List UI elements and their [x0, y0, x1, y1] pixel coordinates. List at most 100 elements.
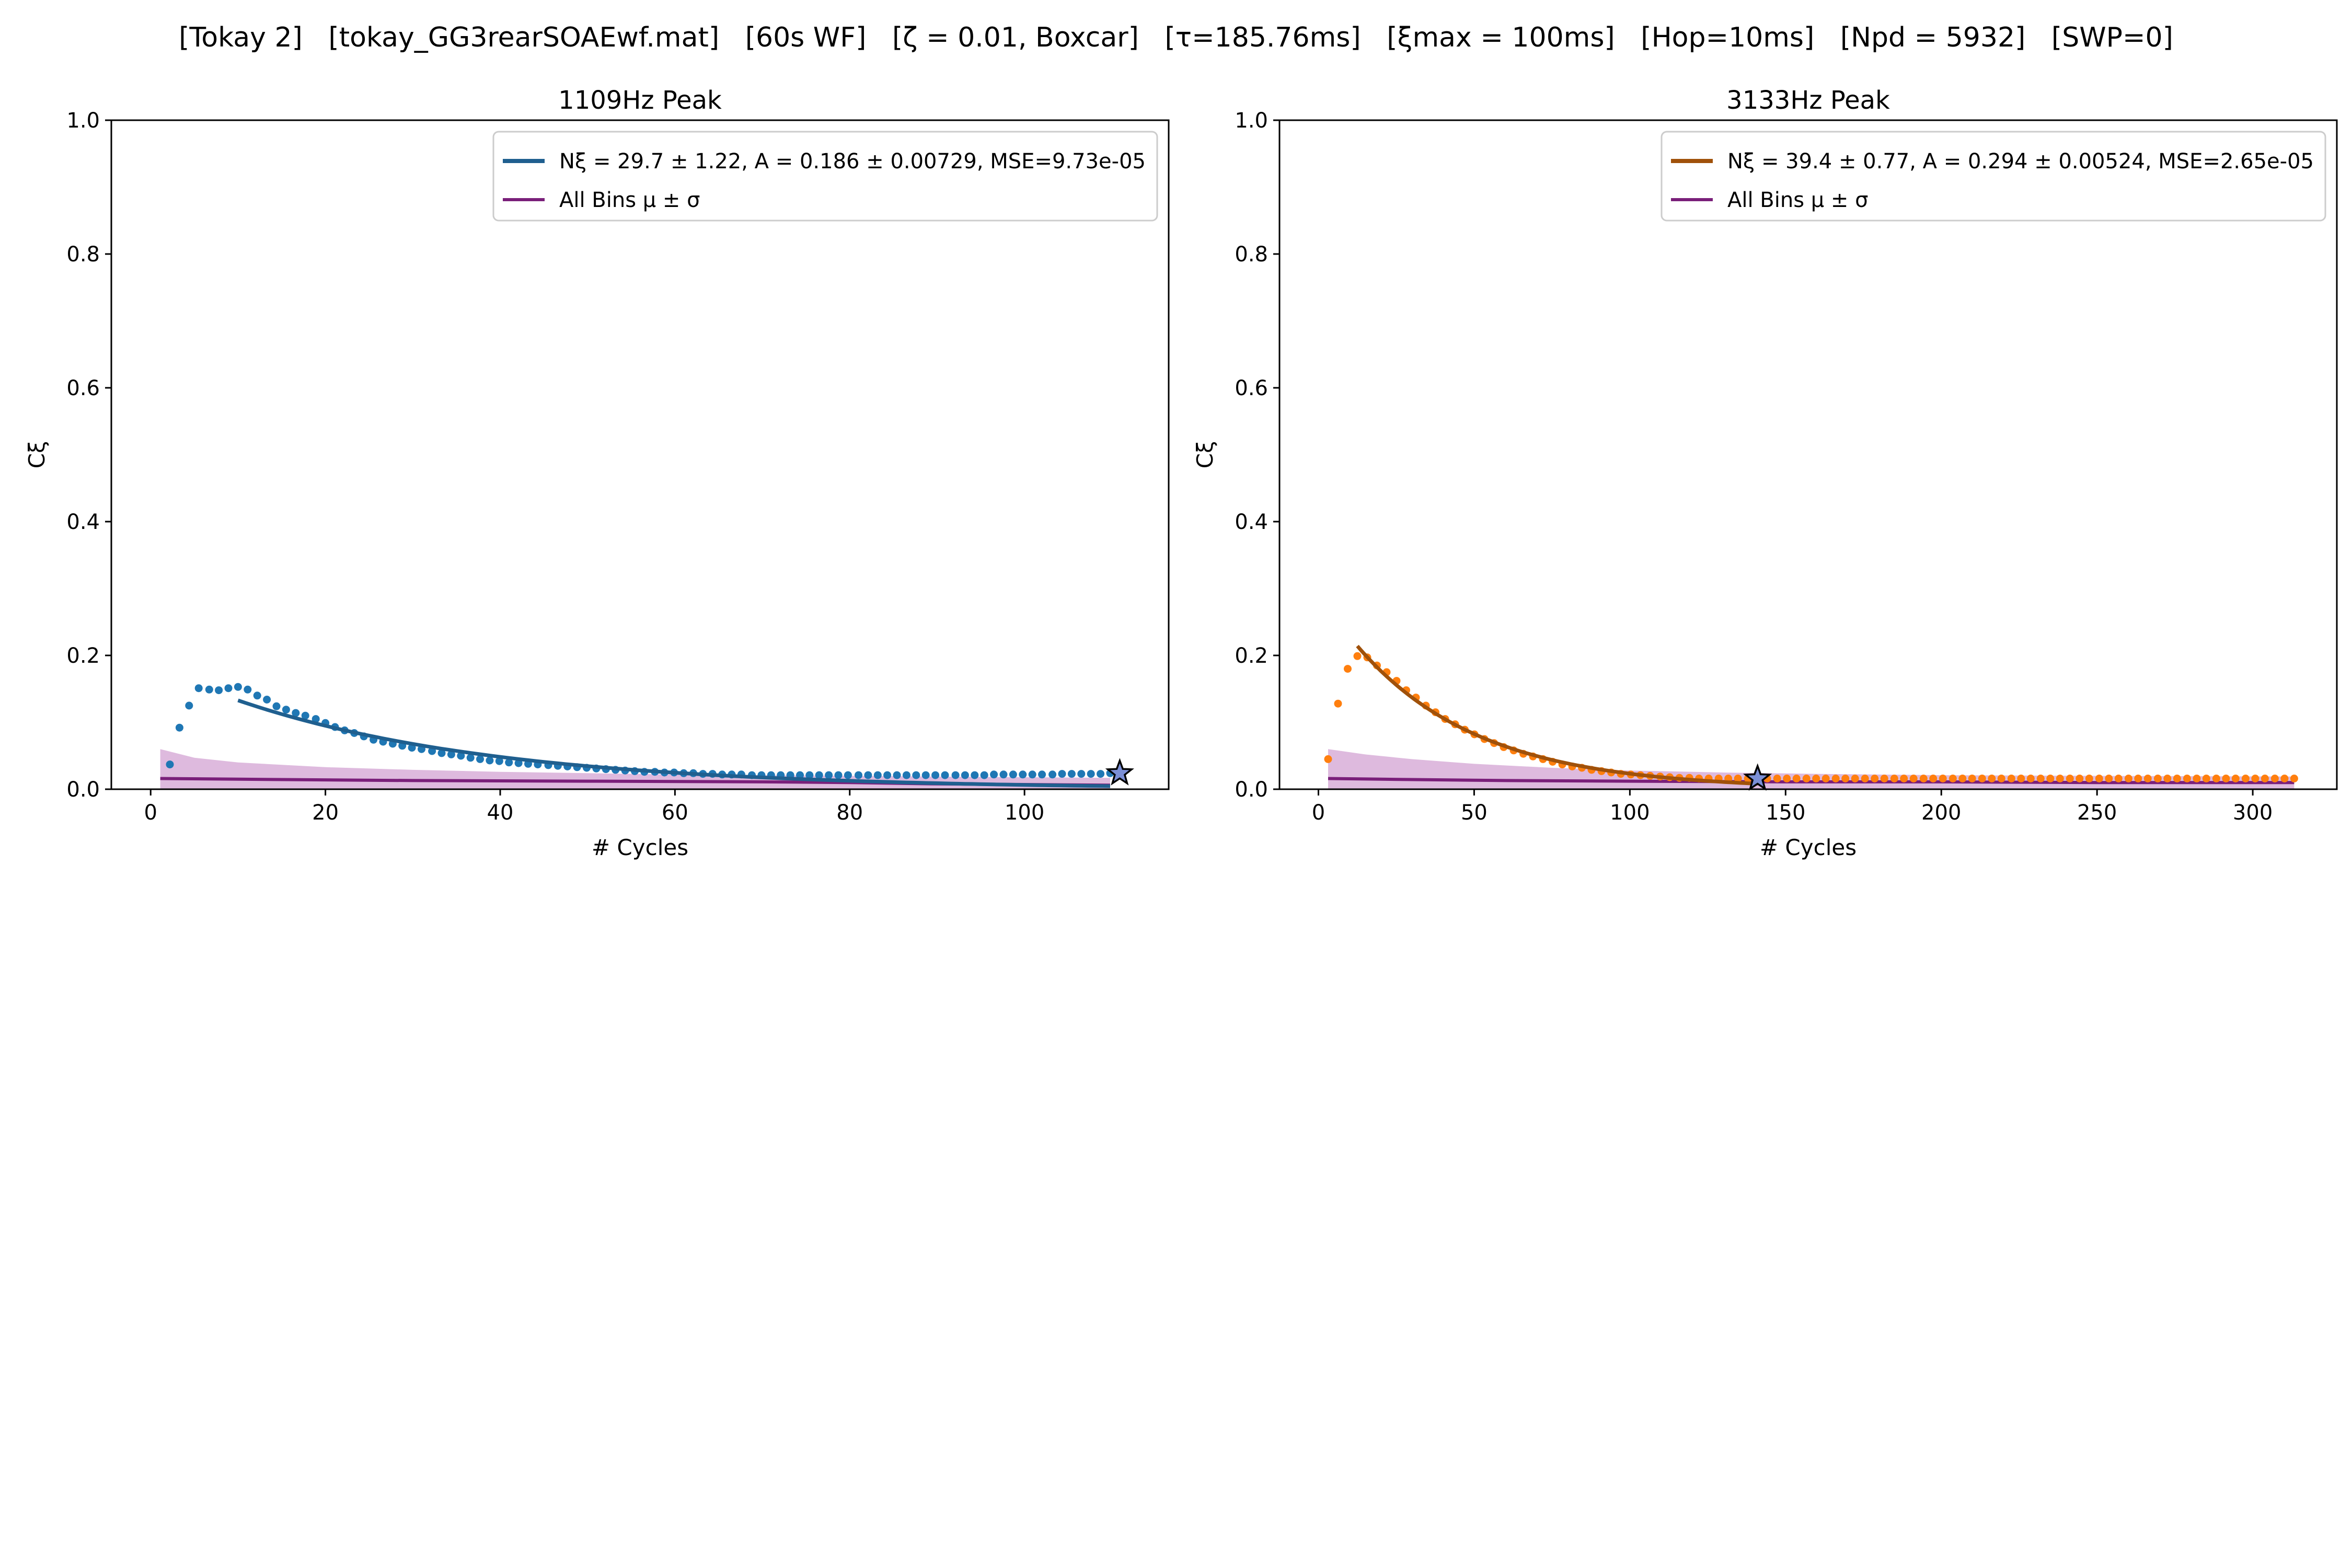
data-point	[1968, 775, 1976, 782]
data-point	[1009, 770, 1017, 779]
data-point	[2183, 775, 2191, 782]
legend-box	[1661, 131, 2326, 222]
legend-fit-label: Nξ = 29.7 ± 1.22, A = 0.186 ± 0.00729, M…	[559, 149, 1146, 174]
x-tick-label: 60	[662, 801, 688, 825]
data-point	[1028, 770, 1036, 779]
x-tick-label: 250	[2077, 801, 2117, 825]
data-point	[224, 684, 233, 693]
y-tick-label: 0.0	[1235, 778, 1268, 802]
axes-frame	[110, 119, 1170, 790]
x-tick-label: 150	[1766, 801, 1805, 825]
x-tick-label: 200	[1921, 801, 1961, 825]
data-point	[2066, 775, 2074, 782]
legend-mean-label: All Bins μ ± σ	[1727, 188, 1869, 212]
data-point	[1353, 652, 1362, 660]
data-point	[2193, 775, 2201, 782]
data-point	[2231, 775, 2240, 782]
data-point	[166, 760, 174, 769]
data-point	[2114, 775, 2123, 782]
data-point	[175, 723, 183, 732]
data-point	[447, 750, 455, 758]
data-point	[1087, 770, 1095, 778]
data-point	[272, 702, 281, 710]
figure-title: [Tokay 2] [tokay_GG3rearSOAEwf.mat] [60s…	[179, 22, 2173, 53]
fit-curve	[237, 698, 1111, 788]
data-point	[2290, 775, 2298, 782]
data-point	[1871, 775, 1879, 782]
data-point	[205, 685, 213, 694]
data-point	[2202, 775, 2210, 782]
data-point	[1077, 770, 1086, 778]
data-point	[1831, 775, 1840, 782]
data-point	[834, 771, 843, 779]
data-point	[2095, 775, 2103, 782]
data-point	[1802, 775, 1811, 782]
data-point	[1038, 770, 1046, 779]
data-point	[1880, 775, 1888, 782]
data-point	[1734, 775, 1742, 782]
data-point	[292, 709, 300, 717]
data-point	[864, 771, 872, 779]
y-tick-label: 0.8	[1235, 243, 1268, 267]
y-axis-label: Cξ	[24, 441, 50, 469]
data-point	[457, 752, 465, 760]
data-point	[1890, 775, 1898, 782]
data-point	[1821, 775, 1830, 782]
plot-area	[160, 683, 1114, 789]
data-point	[2085, 775, 2093, 782]
data-point	[1939, 775, 1947, 782]
data-point	[1324, 755, 1332, 763]
data-point	[2076, 775, 2084, 782]
data-point	[1792, 775, 1801, 782]
data-point	[2026, 775, 2035, 782]
data-point	[980, 771, 988, 779]
x-axis-label: # Cycles	[592, 835, 688, 860]
data-point	[2134, 775, 2142, 782]
y-tick-label: 0.4	[1235, 510, 1268, 534]
data-point	[282, 706, 290, 714]
data-point	[437, 749, 446, 757]
data-point	[2280, 775, 2289, 782]
data-point	[2261, 775, 2269, 782]
data-point	[1900, 775, 1908, 782]
data-point	[2241, 775, 2250, 782]
data-point	[2153, 775, 2162, 782]
data-point	[1812, 775, 1820, 782]
data-point	[805, 771, 814, 779]
data-point	[2007, 775, 2015, 782]
y-tick-label: 0.2	[66, 644, 100, 668]
data-point	[893, 771, 901, 779]
data-point	[971, 771, 979, 779]
axes-frame	[1278, 119, 2338, 790]
legend-mean-label: All Bins μ ± σ	[559, 188, 700, 212]
y-tick-label: 0.4	[66, 510, 100, 534]
data-point	[2251, 775, 2259, 782]
y-tick-label: 1.0	[1235, 109, 1268, 133]
data-point	[466, 754, 475, 762]
data-point	[2056, 775, 2064, 782]
data-point	[2124, 775, 2132, 782]
data-point	[1958, 775, 1967, 782]
data-point	[990, 770, 998, 779]
data-point	[1861, 775, 1869, 782]
y-tick-label: 0.6	[1235, 376, 1268, 400]
star-marker	[1105, 758, 1134, 786]
data-point	[912, 771, 920, 779]
panel-1109hz: 0 20 40 60 80 100 0.0 0.2 0.4 0.6 0.8 1.0 1109Hz Pea…	[24, 86, 1170, 860]
data-point	[815, 771, 823, 779]
data-point	[495, 757, 503, 765]
data-point	[234, 683, 242, 691]
legend-box	[492, 131, 1158, 222]
data-point	[1783, 775, 1791, 782]
data-points	[1324, 652, 2298, 782]
data-point	[1067, 770, 1076, 778]
x-axis-label: # Cycles	[1760, 835, 1857, 860]
data-point	[1841, 775, 1850, 782]
data-point	[902, 771, 910, 779]
star-marker	[1743, 763, 1772, 791]
data-points	[166, 683, 1114, 779]
x-tick-label: 0	[144, 801, 157, 825]
plot-area	[1324, 644, 2298, 789]
x-tick-label: 300	[2233, 801, 2273, 825]
